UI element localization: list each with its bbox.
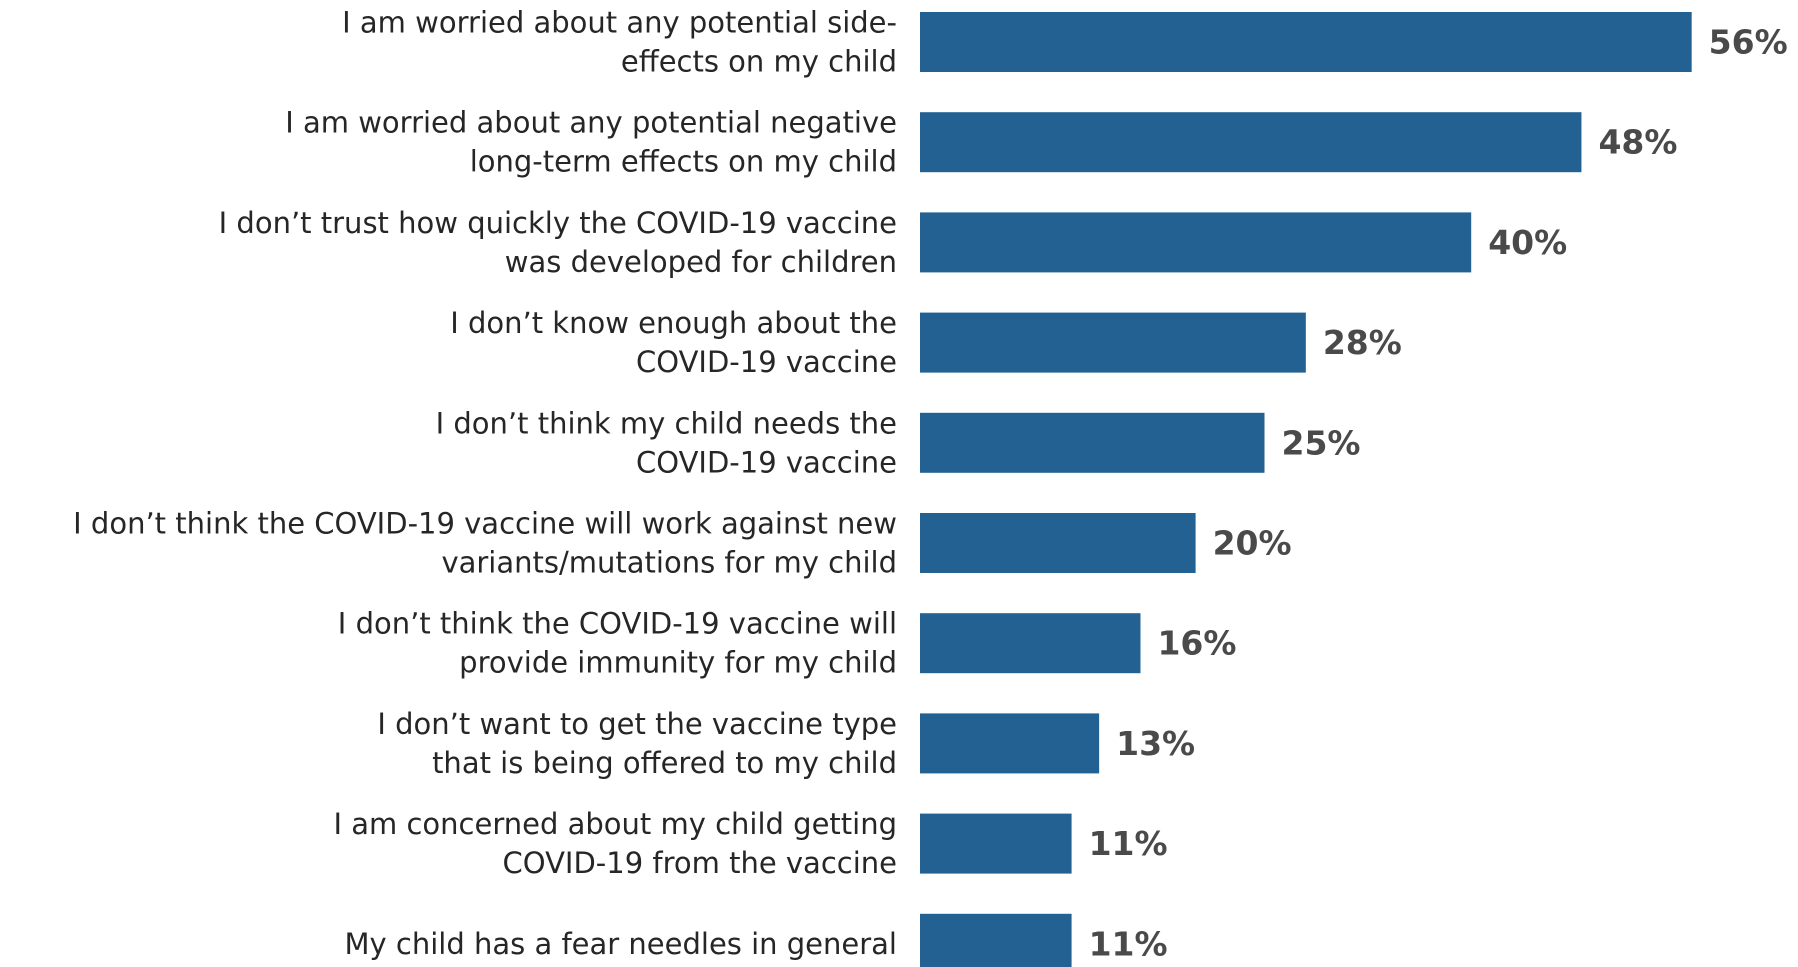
category-label-line: I don’t think the COVID-19 vaccine will: [338, 607, 897, 641]
category-label-line: I am concerned about my child getting: [333, 807, 897, 841]
bar-0: [920, 12, 1692, 72]
category-label-0: I am worried about any potential side-ef…: [342, 6, 897, 79]
category-label-1: I am worried about any potential negativ…: [285, 106, 897, 179]
bar-9: [920, 913, 1072, 967]
value-label-3: 28%: [1323, 323, 1402, 362]
bar-3: [920, 312, 1306, 373]
category-label-line: variants/mutations for my child: [441, 546, 897, 580]
value-label-7: 13%: [1116, 724, 1195, 763]
category-label-8: I am concerned about my child getting COV…: [333, 807, 897, 880]
category-label-line: I am worried about any potential negativ…: [285, 106, 897, 140]
bar-6: [920, 613, 1141, 674]
category-label-line: long-term effects on my child: [470, 145, 897, 179]
category-label-line: I don’t want to get the vaccine type: [377, 707, 897, 741]
category-label-9: My child has a fear needles in general: [345, 927, 897, 961]
category-label-5: I don’t think the COVID-19 vaccine will …: [73, 507, 897, 580]
value-label-9: 11%: [1089, 924, 1168, 963]
category-label-line: I am worried about any potential side-: [342, 6, 897, 40]
category-label-line: that is being offered to my child: [432, 746, 897, 780]
category-label-3: I don’t know enough about the COVID-19 va…: [450, 306, 897, 379]
category-label-7: I don’t want to get the vaccine type that…: [377, 707, 897, 780]
value-label-8: 11%: [1089, 824, 1168, 863]
bar-8: [920, 813, 1072, 874]
category-label-6: I don’t think the COVID-19 vaccine will p…: [338, 607, 897, 680]
category-label-line: effects on my child: [621, 45, 897, 79]
value-label-0: 56%: [1709, 23, 1788, 62]
bar-5: [920, 513, 1196, 573]
bar-2: [920, 212, 1472, 273]
category-label-line: provide immunity for my child: [459, 646, 897, 680]
category-label-line: I don’t know enough about the: [450, 306, 897, 340]
category-label-line: I don’t trust how quickly the COVID-19 v…: [219, 206, 897, 240]
category-label-line: COVID-19 from the vaccine: [503, 846, 898, 880]
value-label-1: 48%: [1598, 123, 1677, 162]
value-label-5: 20%: [1213, 524, 1292, 563]
value-label-2: 40%: [1488, 223, 1567, 262]
value-label-4: 25%: [1282, 423, 1361, 462]
bar-4: [920, 412, 1265, 473]
bar-7: [920, 713, 1100, 774]
category-label-line: My child has a fear needles in general: [345, 927, 897, 961]
category-label-line: COVID-19 vaccine: [636, 345, 897, 379]
category-label-2: I don’t trust how quickly the COVID-19 v…: [219, 206, 897, 279]
category-label-4: I don’t think my child needs the COVID-19…: [436, 406, 897, 479]
category-label-line: COVID-19 vaccine: [636, 445, 897, 479]
bar-1: [920, 112, 1582, 173]
category-label-line: I don’t think my child needs the: [436, 406, 897, 440]
category-label-line: I don’t think the COVID-19 vaccine will …: [73, 507, 897, 541]
value-label-6: 16%: [1157, 624, 1236, 663]
category-label-line: was developed for children: [505, 245, 897, 279]
